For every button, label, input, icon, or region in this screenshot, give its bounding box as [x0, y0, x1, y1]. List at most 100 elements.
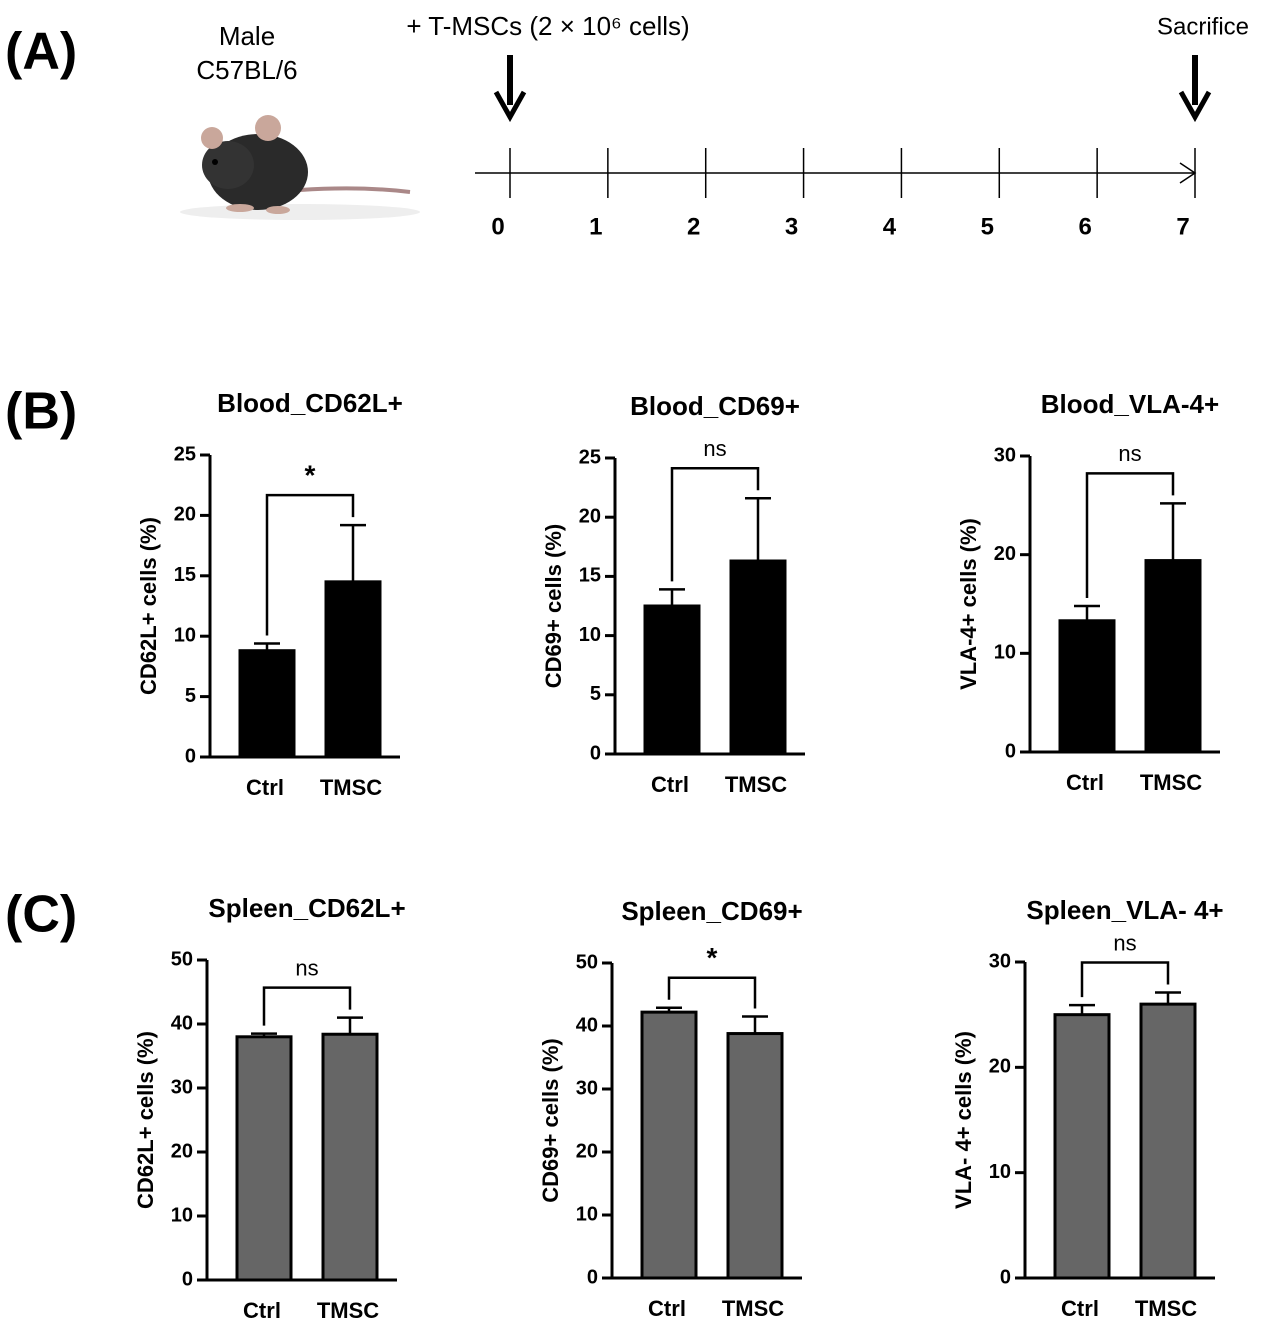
y-axis-label: CD69+ cells (%) — [541, 524, 566, 688]
y-tick-label: 0 — [587, 1266, 598, 1288]
bar — [726, 1032, 784, 1280]
significance-bracket — [667, 976, 757, 1009]
y-axis-label: VLA- 4+ cells (%) — [951, 1031, 976, 1209]
bar — [1053, 1013, 1111, 1280]
significance-label: ns — [295, 955, 318, 980]
bar — [640, 1010, 698, 1280]
significance-bracket — [262, 986, 352, 1026]
panel-label: (B) — [5, 383, 77, 441]
x-tick-label: Ctrl — [246, 775, 284, 800]
y-tick-label: 20 — [994, 543, 1016, 565]
panel-label: (A) — [5, 23, 77, 81]
significance-bracket — [1085, 472, 1175, 598]
significance-bracket — [265, 493, 355, 636]
y-axis-label: CD69+ cells (%) — [538, 1038, 563, 1202]
x-tick-label: Ctrl — [1066, 770, 1104, 795]
y-tick-label: 15 — [579, 565, 601, 587]
bar — [1058, 619, 1116, 754]
y-tick-label: 5 — [185, 685, 196, 707]
bar — [643, 604, 701, 756]
y-tick-label: 5 — [590, 683, 601, 705]
chart-title: Blood_VLA-4+ — [1041, 389, 1219, 419]
error-bar — [1160, 502, 1186, 561]
y-tick-label: 30 — [989, 950, 1011, 972]
significance-label: * — [707, 942, 718, 973]
panel-label: (C) — [5, 886, 77, 944]
y-tick-label: 20 — [171, 1140, 193, 1162]
x-tick-label: TMSC — [1140, 770, 1202, 795]
y-tick-label: 20 — [174, 504, 196, 526]
y-tick-label: 0 — [1000, 1266, 1011, 1288]
significance-bracket — [1080, 961, 1170, 998]
bar — [1139, 1002, 1197, 1280]
error-bar — [251, 1032, 277, 1037]
chart-title: Spleen_CD62L+ — [208, 893, 405, 923]
x-tick-label: TMSC — [320, 775, 382, 800]
chart-title: Spleen_VLA- 4+ — [1026, 895, 1223, 925]
chart-title: Spleen_CD69+ — [621, 896, 802, 926]
error-bar — [745, 497, 771, 562]
day-label: 4 — [883, 213, 897, 240]
bar — [324, 580, 382, 759]
subject-label: Male — [219, 21, 275, 51]
x-tick-label: Ctrl — [651, 772, 689, 797]
error-bar — [1155, 991, 1181, 1005]
x-tick-label: Ctrl — [1061, 1296, 1099, 1321]
error-bar — [1069, 1003, 1095, 1015]
y-tick-label: 0 — [590, 742, 601, 764]
day-label: 3 — [785, 213, 798, 240]
y-tick-label: 20 — [989, 1056, 1011, 1078]
y-tick-label: 10 — [576, 1203, 598, 1225]
y-tick-label: 10 — [994, 642, 1016, 664]
y-axis-label: CD62L+ cells (%) — [136, 517, 161, 695]
bar — [729, 559, 787, 756]
y-tick-label: 50 — [171, 948, 193, 970]
error-bar — [1074, 604, 1100, 621]
y-tick-label: 40 — [576, 1014, 598, 1036]
significance-label: * — [305, 459, 316, 490]
significance-label: ns — [1118, 441, 1141, 466]
y-tick-label: 20 — [579, 505, 601, 527]
y-axis-label: CD62L+ cells (%) — [133, 1031, 158, 1209]
y-tick-label: 30 — [576, 1077, 598, 1099]
y-tick-label: 50 — [576, 951, 598, 973]
x-tick-label: Ctrl — [243, 1298, 281, 1323]
y-tick-label: 15 — [174, 564, 196, 586]
x-tick-label: TMSC — [722, 1296, 784, 1321]
y-axis-label: VLA-4+ cells (%) — [956, 518, 981, 690]
chart-title: Blood_CD62L+ — [217, 388, 403, 418]
error-bar — [742, 1015, 768, 1034]
bar — [238, 649, 296, 759]
y-tick-label: 25 — [174, 443, 196, 465]
day-label: 6 — [1078, 213, 1091, 240]
significance-label: ns — [1113, 930, 1136, 955]
y-tick-label: 10 — [989, 1161, 1011, 1183]
bar — [235, 1035, 293, 1282]
injection-label: + T-MSCs (2 × 10⁶ cells) — [406, 11, 689, 41]
error-bar — [254, 642, 280, 651]
arrows — [475, 55, 1212, 184]
y-tick-label: 10 — [579, 624, 601, 646]
error-bar — [659, 588, 685, 606]
significance-label: ns — [703, 436, 726, 461]
x-tick-label: TMSC — [725, 772, 787, 797]
y-tick-label: 10 — [174, 624, 196, 646]
day-label: 2 — [687, 213, 700, 240]
day-label: 1 — [589, 213, 602, 240]
y-tick-label: 0 — [182, 1268, 193, 1290]
error-bar — [337, 1016, 363, 1035]
x-tick-label: Ctrl — [648, 1296, 686, 1321]
y-tick-label: 10 — [171, 1204, 193, 1226]
error-bar — [340, 523, 366, 582]
x-tick-label: TMSC — [1135, 1296, 1197, 1321]
bar — [321, 1032, 379, 1282]
significance-bracket — [670, 467, 760, 582]
error-bar — [656, 1006, 682, 1013]
x-tick-label: TMSC — [317, 1298, 379, 1323]
bar — [1144, 559, 1202, 754]
y-tick-label: 30 — [171, 1076, 193, 1098]
day-label: 0 — [491, 213, 504, 240]
mouse-icon — [180, 115, 420, 220]
y-tick-label: 25 — [579, 446, 601, 468]
